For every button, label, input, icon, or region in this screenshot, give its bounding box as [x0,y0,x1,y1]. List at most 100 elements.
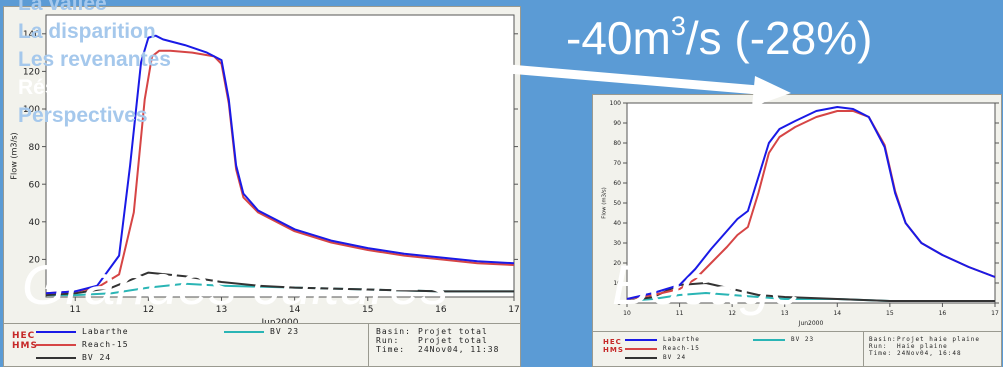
info-time: Time: 24Nov04, 11:38 [376,345,500,354]
info-basin: Basin: Projet total [376,327,488,336]
legend-label: Reach-15 [82,340,129,349]
legend-divider [863,332,864,366]
plot-area [626,102,996,304]
legend-label: BV 23 [791,336,815,343]
x-tick-label: 11 [70,305,81,315]
x-tick-label: 17 [991,310,999,317]
nav-item-r-sultats[interactable]: Résultats [18,76,113,99]
y-tick-label: 90 [613,120,621,127]
y-tick-label: 20 [613,260,621,267]
run-info: Basin: Projet haie plaine Run: Haie plaine… [869,336,980,357]
y-tick-label: 0 [617,300,621,307]
y-tick-label: 40 [613,220,621,227]
x-tick-label: 14 [833,310,841,317]
y-tick-label: 70 [613,160,621,167]
x-axis-label: Jun2000 [261,318,299,326]
logo-line-2: HMS [12,340,38,351]
legend-swatch-reach-15 [625,347,657,350]
x-tick-label: 13 [781,310,789,317]
legend-swatch-bv-23 [224,330,264,333]
nav-item-la-disparition[interactable]: La disparition [18,20,156,43]
y-tick-label: 80 [613,140,621,147]
legend-entry-bv-23: BV 23 [224,327,299,336]
caption-bocage: Bocage [612,253,802,316]
hydrograph-panel-bocage: 0 10 20 30 40 50 60 70 80 90 100 10 11 12 13 14 15 16 17 Ju… [592,94,1002,367]
info-time: Time: 24Nov04, 16:48 [869,350,962,357]
series-line-bv-24 [626,282,995,302]
legend-label: Labarthe [663,336,700,343]
x-tick-label: 15 [886,310,894,317]
y-tick-label: 140 [23,30,40,40]
x-tick-label: 13 [216,305,227,315]
logo-line-2: HMS [603,345,624,354]
legend-swatch-reach-15 [36,343,76,346]
x-tick-label: 16 [435,305,447,315]
y-tick-label: 10 [613,280,621,287]
legend-divider [368,324,369,366]
info-run: Run: Haie plaine [869,343,948,350]
legend-swatch-labarthe [625,338,657,341]
y-axis-label: Flow (m3/s) [9,132,19,179]
series-line-labarthe [45,34,515,295]
x-tick-label: 12 [143,305,154,315]
nav-item-perspectives[interactable]: Perspectives [18,104,148,127]
x-tick-label: 16 [939,310,947,317]
slide-nav-menu: La vallée La disparition Les revenantes Rés… [18,0,171,130]
chart-legend: HEC HMS Labarthe Reach-15 BV 24 BV 23 Ba… [593,331,1001,366]
legend-entry-bv-23: BV 23 [753,336,814,343]
x-tick-label: 10 [623,310,631,317]
headline-value: -40m [566,12,671,64]
chart-legend: HEC HMS Labarthe Reach-15 BV 24 BV 23 Ba… [4,323,520,366]
nav-item-les-revenantes[interactable]: Les revenantes [18,48,171,71]
y-tick-label: 50 [613,200,621,207]
run-info: Basin: Projet total Run: Projet total Time… [376,327,499,354]
arrow-shaft [211,39,759,95]
nav-item-la-vall-e[interactable]: La vallée [18,0,107,15]
y-axis-label: Flow (m3/s) [601,187,607,219]
x-tick-label: 12 [728,310,736,317]
x-tick-label: 17 [508,305,519,315]
caption-grandes-cultures: Grandes cultures [22,253,449,316]
legend-entry-labarthe: Labarthe [625,336,700,343]
series-line-labarthe [626,106,996,300]
y-tick-label: 20 [29,256,41,266]
y-tick-label: 60 [29,180,41,190]
info-basin: Basin: Projet haie plaine [869,336,981,343]
series-line-bv-24 [45,271,514,297]
x-tick-label: 14 [289,305,301,315]
hec-hms-logo: HEC HMS [603,338,624,354]
y-tick-label: 60 [613,180,621,187]
legend-label: BV 23 [270,327,300,336]
legend-swatch-bv-24 [36,356,76,359]
logo-line-1: HEC [603,338,622,346]
flow-reduction-headline: -40m3/s (-28%) [566,10,872,66]
y-tick-label: 30 [613,240,621,247]
legend-swatch-bv-23 [753,338,785,341]
legend-swatch-labarthe [36,330,76,333]
legend-entry-bv-24: BV 24 [36,353,111,362]
legend-entry-reach-15: Reach-15 [36,340,129,349]
legend-entry-bv-24: BV 24 [625,354,686,361]
legend-label: Reach-15 [663,345,700,352]
info-run: Run: Projet total [376,336,488,345]
legend-label: BV 24 [663,354,687,361]
y-tick-label: 100 [610,100,622,107]
y-tick-label: 100 [23,105,40,115]
x-axis-label: Jun2000 [798,320,824,327]
logo-line-1: HEC [12,331,36,341]
legend-label: Labarthe [82,327,129,336]
y-tick-label: 80 [29,143,41,153]
y-tick-label: 120 [23,68,40,78]
legend-entry-reach-15: Reach-15 [625,345,700,352]
x-tick-label: 15 [362,305,373,315]
headline-exponent: 3 [670,11,686,41]
hec-hms-logo: HEC HMS [12,331,38,352]
x-tick-label: 11 [676,310,684,317]
legend-label: BV 24 [82,353,112,362]
headline-unit-percent: /s (-28%) [685,12,873,64]
legend-swatch-bv-24 [625,356,657,359]
y-tick-label: 40 [29,218,41,228]
arrow-head [752,76,791,107]
